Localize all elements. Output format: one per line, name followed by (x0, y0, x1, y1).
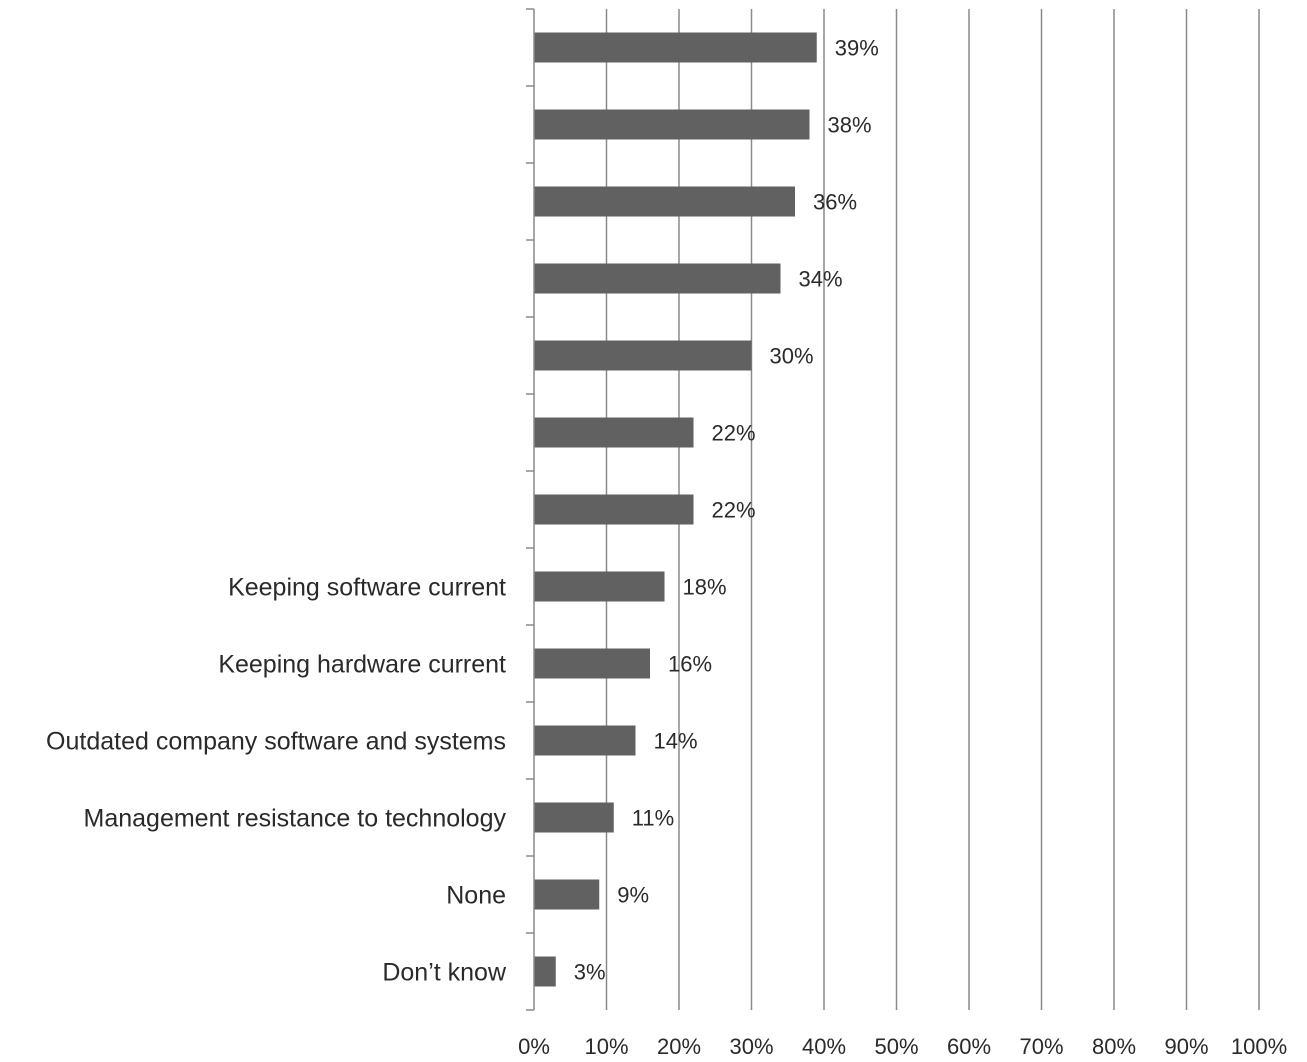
bar (534, 109, 810, 140)
data-label: 36% (813, 190, 857, 215)
bar (534, 802, 614, 833)
category-label: Keeping software current (228, 574, 506, 602)
data-label: 9% (617, 883, 649, 908)
category-label: None (446, 882, 506, 910)
bar (534, 956, 556, 987)
data-label: 30% (770, 344, 814, 369)
bar (534, 263, 781, 294)
data-label: 18% (683, 575, 727, 600)
x-tick-label: 30% (729, 1034, 773, 1057)
bar (534, 186, 795, 217)
x-tick-label: 70% (1019, 1034, 1063, 1057)
data-label: 39% (835, 36, 879, 61)
category-label: Keeping hardware current (218, 651, 506, 679)
data-label: 22% (712, 498, 756, 523)
x-tick-label: 100% (1231, 1034, 1287, 1057)
labels: 0% 10% 20% 30% 40% 50% 60% 70% 80% 90% 100% 39% 38% 3… (46, 36, 1287, 1060)
x-tick-label: 0% (518, 1034, 550, 1057)
data-label: 38% (828, 113, 872, 138)
bar (534, 32, 817, 63)
bar (534, 571, 665, 602)
x-tick-label: 20% (657, 1034, 701, 1057)
x-tick-label: 60% (947, 1034, 991, 1057)
data-label: 14% (654, 729, 698, 754)
category-label: Management resistance to technology (84, 805, 507, 833)
bar (534, 725, 636, 756)
x-tick-label: 10% (584, 1034, 628, 1057)
data-label: 11% (632, 806, 674, 831)
bar (534, 417, 694, 448)
data-label: 16% (668, 652, 712, 677)
x-tick-label: 80% (1092, 1034, 1136, 1057)
category-label: Outdated company software and systems (46, 728, 506, 756)
bars (534, 32, 817, 987)
bar (534, 494, 694, 525)
x-tick-label: 90% (1164, 1034, 1208, 1057)
x-tick-label: 50% (874, 1034, 918, 1057)
bar (534, 340, 752, 371)
bar (534, 648, 650, 679)
x-tick-label: 40% (802, 1034, 846, 1057)
category-label: Don’t know (382, 959, 507, 987)
data-label: 34% (799, 267, 843, 292)
data-label: 3% (574, 960, 606, 985)
data-label: 22% (712, 421, 756, 446)
bar (534, 879, 600, 910)
y-axis (526, 8, 535, 1011)
gridlines (605, 9, 1260, 1010)
